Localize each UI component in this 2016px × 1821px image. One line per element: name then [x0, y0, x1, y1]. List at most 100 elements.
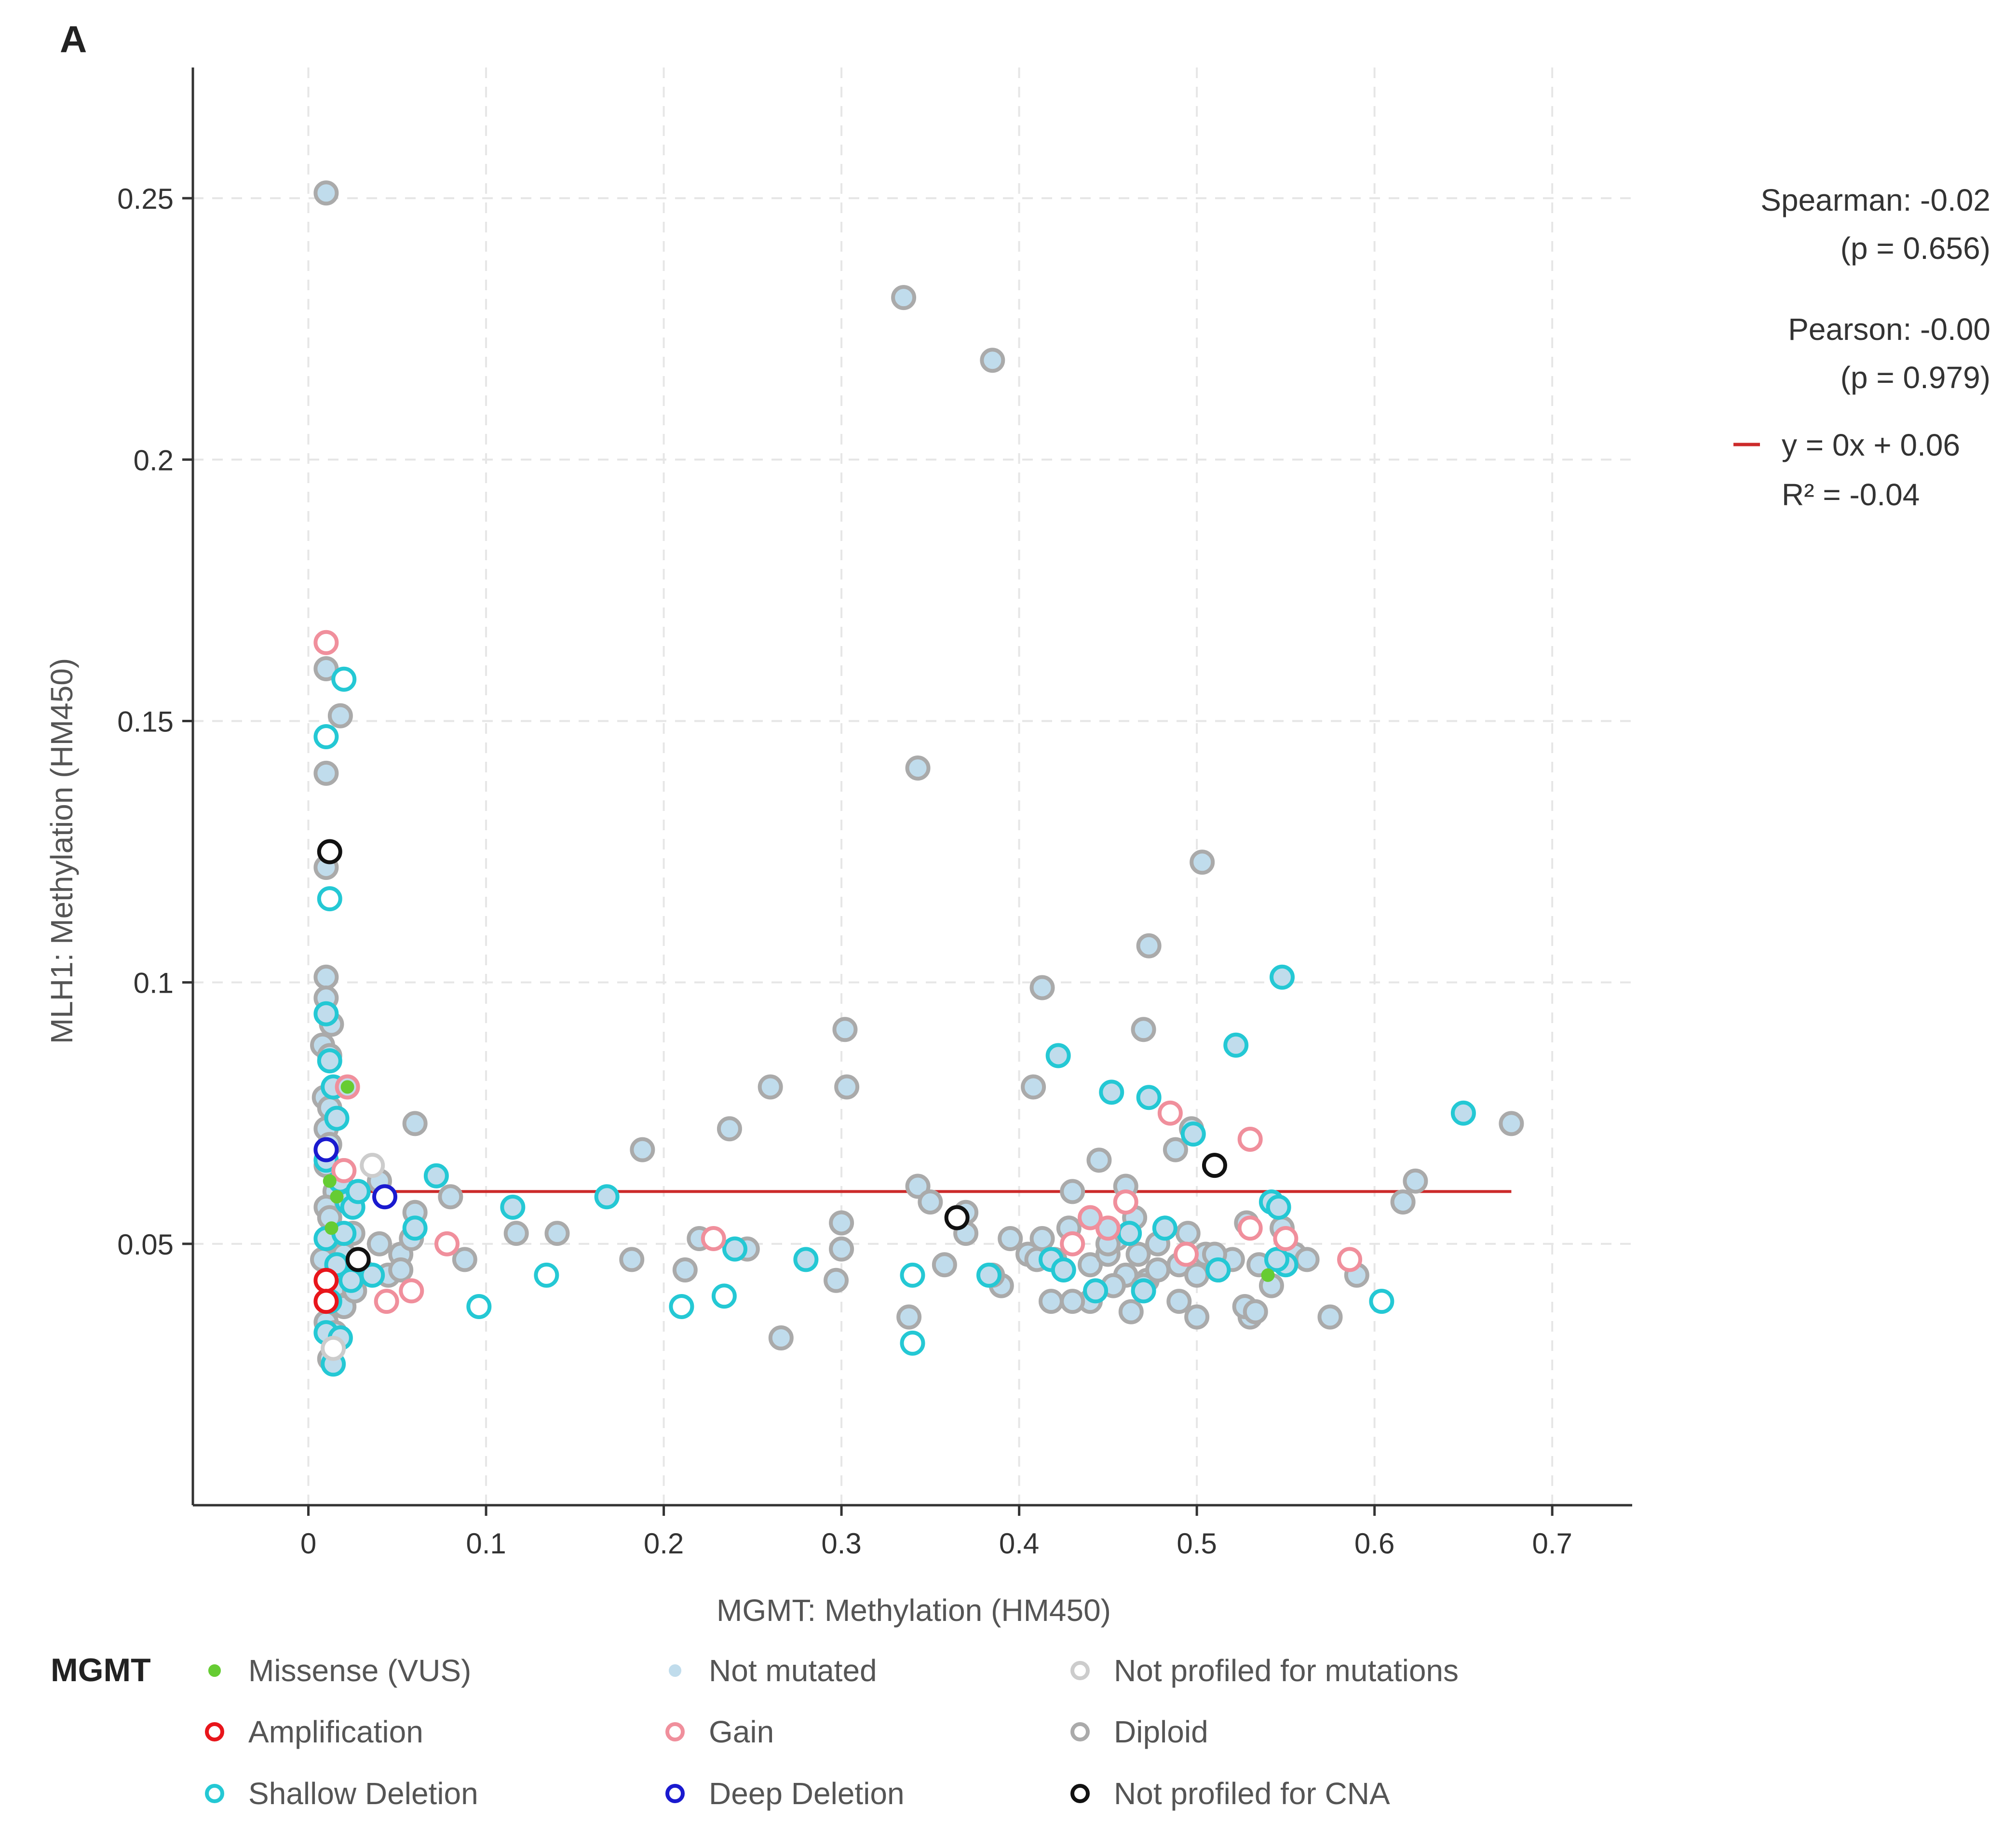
- data-point-gain_open: [701, 1226, 726, 1251]
- data-point-shallow: [1180, 1121, 1206, 1147]
- data-point-shallow: [324, 1106, 350, 1131]
- data-point-shallow: [1117, 1221, 1142, 1246]
- legend-label-deep: Deep Deletion: [709, 1776, 905, 1811]
- y-tick-label: 0.15: [117, 705, 174, 738]
- data-point-diploid: [758, 1074, 783, 1100]
- x-tick-label: 0.7: [1532, 1527, 1572, 1560]
- legend-swatch-notprof: [1070, 1661, 1090, 1680]
- data-point-diploid: [1029, 1226, 1055, 1251]
- data-point-diploid: [1163, 1137, 1188, 1162]
- data-point-shallow_open: [711, 1283, 737, 1309]
- data-point-notprof: [360, 1153, 385, 1178]
- data-point-shallow: [500, 1194, 526, 1220]
- x-tick-label: 0.5: [1177, 1527, 1217, 1560]
- data-point-diploid: [313, 656, 339, 682]
- y-tick-label: 0.1: [134, 967, 174, 999]
- data-point-shallow: [1223, 1032, 1249, 1058]
- data-point-shallow_open: [313, 724, 339, 749]
- data-point-diploid: [438, 1184, 463, 1210]
- data-point-shallow: [1045, 1043, 1071, 1068]
- legend-label-nocna: Not profiled for CNA: [1114, 1776, 1390, 1811]
- data-point-diploid: [1038, 1289, 1064, 1314]
- legend-swatch-missense: [208, 1664, 221, 1677]
- data-point-shallow: [1450, 1100, 1476, 1126]
- data-point-gain: [1078, 1205, 1103, 1230]
- data-point-diploid: [824, 1268, 849, 1293]
- data-point-shallow: [1131, 1278, 1156, 1304]
- data-point-gain_open: [1237, 1126, 1263, 1152]
- data-point-shallow_open: [1369, 1289, 1394, 1314]
- data-point-diploid: [832, 1017, 858, 1042]
- spearman-label: Spearman: -0.02: [1760, 183, 1990, 217]
- x-tick-label: 0.4: [999, 1527, 1039, 1560]
- data-point-shallow_open: [900, 1262, 925, 1288]
- legend-title: MGMT: [51, 1652, 151, 1688]
- legend-label-missense: Missense (VUS): [248, 1653, 471, 1688]
- data-point-shallow: [338, 1268, 364, 1293]
- data-point-shallow: [1205, 1257, 1231, 1283]
- data-point-shallow: [1083, 1278, 1109, 1304]
- data-points: [310, 180, 1524, 1377]
- data-point-diploid: [1243, 1299, 1268, 1324]
- axes: 0 0.1 0.2 0.3 0.4 0.5 0.6 0.7 0.05 0.1 0.15 0.2 0.25: [117, 67, 1632, 1560]
- data-point-diploid: [1294, 1247, 1320, 1272]
- data-point-amp: [313, 1268, 339, 1293]
- data-point-gain_open: [1060, 1231, 1085, 1256]
- data-point-missense: [330, 1190, 344, 1204]
- regression-equation-label: y = 0x + 0.06: [1782, 428, 1960, 462]
- panel-label: A: [60, 18, 87, 60]
- data-point-diploid: [630, 1137, 655, 1162]
- data-point-diploid: [452, 1247, 477, 1272]
- data-point-shallow_open: [466, 1294, 492, 1319]
- data-point-diploid: [1029, 975, 1055, 1000]
- data-point-amp: [313, 1289, 339, 1314]
- data-point-diploid: [1136, 933, 1162, 958]
- data-point-shallow: [423, 1163, 449, 1188]
- legend-swatch-nocna: [1070, 1784, 1090, 1803]
- legend-label-shallow: Shallow Deletion: [248, 1776, 478, 1811]
- data-point-gain_open: [1273, 1226, 1299, 1251]
- legend-swatch-gain: [665, 1722, 685, 1741]
- legend-label-diploid: Diploid: [1114, 1714, 1208, 1749]
- data-point-shallow: [1136, 1085, 1162, 1110]
- data-point-shallow: [345, 1179, 371, 1204]
- data-point-diploid: [905, 755, 931, 781]
- legend-label-notmut: Not mutated: [709, 1653, 877, 1688]
- data-point-diploid: [829, 1210, 854, 1236]
- data-point-gain_open: [1337, 1247, 1363, 1272]
- data-point-diploid: [896, 1304, 922, 1330]
- spearman-p-label: (p = 0.656): [1840, 231, 1990, 266]
- data-point-gain_open: [331, 1158, 357, 1184]
- data-point-diploid: [1499, 1111, 1524, 1136]
- pearson-p-label: (p = 0.979): [1840, 360, 1990, 395]
- legend-swatch-deep: [665, 1784, 685, 1803]
- data-point-shallow: [1099, 1079, 1124, 1105]
- legend-label-notprof: Not profiled for mutations: [1114, 1653, 1459, 1688]
- grid: [193, 67, 1632, 1505]
- pearson-label: Pearson: -0.00: [1788, 312, 1990, 347]
- data-point-shallow_open: [317, 886, 342, 912]
- data-point-shallow: [1152, 1215, 1177, 1241]
- legend: MGMT Missense (VUS) Not mutated Not profil…: [51, 1652, 1459, 1811]
- x-tick-label: 0.1: [466, 1527, 506, 1560]
- data-point-gain_open: [399, 1278, 424, 1304]
- data-point-diploid: [327, 703, 353, 728]
- data-point-diploid: [313, 964, 339, 990]
- legend-swatch-amp: [205, 1722, 224, 1741]
- legend-label-gain: Gain: [709, 1714, 774, 1749]
- data-point-diploid: [1184, 1304, 1210, 1330]
- data-point-gain: [1095, 1215, 1121, 1241]
- data-point-deep: [372, 1184, 397, 1210]
- x-tick-label: 0.2: [644, 1527, 684, 1560]
- data-point-diploid: [1021, 1074, 1046, 1100]
- data-point-missense: [1261, 1268, 1275, 1282]
- data-point-diploid: [402, 1111, 428, 1136]
- data-point-diploid: [1060, 1179, 1085, 1204]
- data-point-diploid: [1086, 1147, 1112, 1173]
- data-point-diploid: [503, 1221, 529, 1246]
- data-point-gain_open: [1113, 1189, 1138, 1215]
- data-point-nocna: [944, 1205, 970, 1230]
- data-point-diploid: [829, 1236, 854, 1262]
